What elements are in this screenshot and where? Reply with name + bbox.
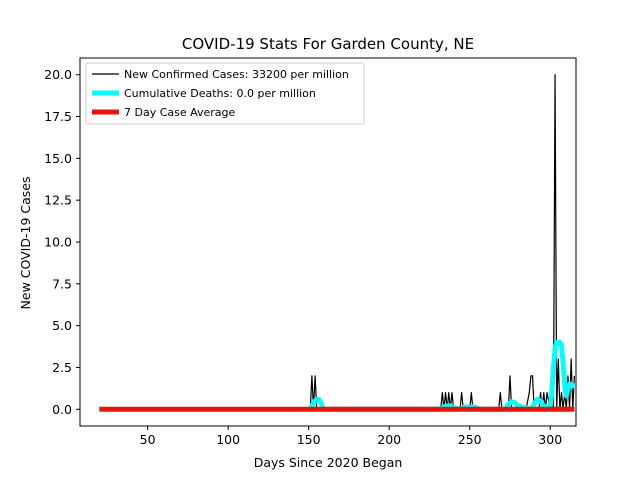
y-tick-label: 5.0: [52, 318, 72, 333]
x-tick-label: 200: [377, 432, 401, 447]
x-tick-label: 300: [538, 432, 562, 447]
plot-area: [99, 74, 576, 412]
legend-label-7-day-average: 7 Day Case Average: [124, 106, 236, 119]
y-axis-label: New COVID-19 Cases: [18, 177, 33, 310]
legend-label-cumulative-deaths: Cumulative Deaths: 0.0 per million: [124, 87, 316, 100]
x-tick-label: 250: [458, 432, 482, 447]
legend-label-new-cases: New Confirmed Cases: 33200 per million: [124, 68, 349, 81]
y-tick-label: 0.0: [52, 402, 72, 417]
x-tick-label: 150: [297, 432, 321, 447]
y-tick-label: 20.0: [44, 67, 72, 82]
y-tick-label: 2.5: [52, 360, 72, 375]
y-tick-label: 15.0: [44, 151, 72, 166]
chart-title: COVID-19 Stats For Garden County, NE: [182, 35, 474, 53]
y-tick-label: 7.5: [52, 276, 72, 291]
axes: 50 100 150 200 250 300 0.0 2.5 5.0 7.5 10.0 12.5 15.…: [44, 57, 577, 447]
legend-box: [85, 62, 365, 125]
legend: New Confirmed Cases: 33200 per million Cu…: [85, 62, 365, 125]
x-tick-label: 50: [140, 432, 156, 447]
x-axis-label: Days Since 2020 Began: [254, 455, 403, 470]
x-tick-label: 100: [216, 432, 240, 447]
y-tick-label: 17.5: [44, 109, 72, 124]
y-tick-label: 12.5: [44, 193, 72, 208]
y-tick-label: 10.0: [44, 235, 72, 250]
